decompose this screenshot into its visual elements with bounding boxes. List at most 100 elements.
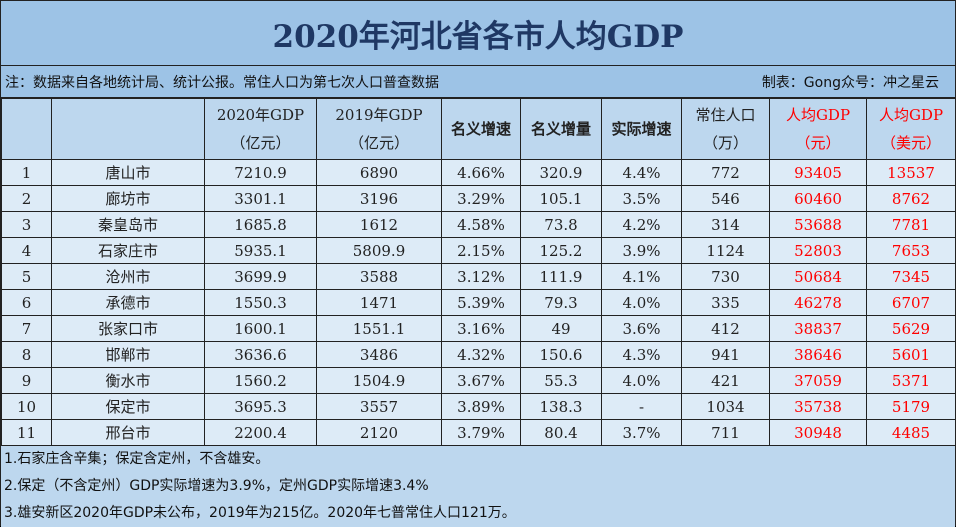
table-cell: 138.3 <box>520 393 602 420</box>
header-line: 人均GDP <box>785 106 851 124</box>
table-cell: 沧州市 <box>51 263 205 290</box>
table-cell: 1471 <box>316 289 442 316</box>
table-cell: 79.3 <box>520 289 602 316</box>
table-cell: 730 <box>681 263 770 290</box>
table-cell: 711 <box>681 419 770 446</box>
column-header: 人均GDP （元） <box>769 98 867 160</box>
table-cell: 4485 <box>866 419 956 446</box>
table-cell: 5371 <box>866 367 956 394</box>
table-cell: 3486 <box>316 341 442 368</box>
header-line: 常住人口 <box>695 106 756 124</box>
table-row: 5 沧州市 3699.9 3588 3.12% 111.9 4.1% 730 50684 7345 <box>1 263 956 290</box>
table-row: 4 石家庄市 5935.1 5809.9 2.15% 125.2 3.9% 1124 52803… <box>1 237 956 264</box>
table-cell: 50684 <box>769 263 867 290</box>
column-header <box>51 98 205 160</box>
table-cell: 55.3 <box>520 367 602 394</box>
table-cell: 7 <box>1 315 52 342</box>
table-cell: 2120 <box>316 419 442 446</box>
table-cell: 5935.1 <box>204 237 317 264</box>
table-cell: 38646 <box>769 341 867 368</box>
table-cell: 9 <box>1 367 52 394</box>
table-cell: 5.39% <box>441 289 521 316</box>
column-header: 2019年GDP （亿元） <box>316 98 442 160</box>
table-cell: 3.89% <box>441 393 521 420</box>
header-line: 名义增量 <box>530 120 591 138</box>
table-cell: 4 <box>1 237 52 264</box>
column-header <box>1 98 52 160</box>
table-cell: 1685.8 <box>204 211 317 238</box>
column-header: 名义增量 <box>520 98 602 160</box>
header-line: 2019年GDP <box>335 106 423 124</box>
table-cell: - <box>601 393 682 420</box>
table-cell: 37059 <box>769 367 867 394</box>
header-unit: （亿元） <box>348 134 409 152</box>
table-cell: 张家口市 <box>51 315 205 342</box>
table-cell: 2200.4 <box>204 419 317 446</box>
table-cell: 廊坊市 <box>51 185 205 212</box>
table-cell: 93405 <box>769 159 867 186</box>
footnote: 2.保定（不含定州）GDP实际增速为3.9%，定州GDP实际增速3.4% <box>4 478 429 494</box>
table-cell: 秦皇岛市 <box>51 211 205 238</box>
note-source: 注：数据来自各地统计局、统计公报。常住人口为第七次人口普查数据 <box>5 74 439 91</box>
table-cell: 125.2 <box>520 237 602 264</box>
table-row: 11 邢台市 2200.4 2120 3.79% 80.4 3.7% 711 30948 4485 <box>1 419 956 446</box>
source-note: 注：数据来自各地统计局、统计公报。常住人口为第七次人口普查数据 制表：Gong众… <box>1 66 955 98</box>
table-cell: 80.4 <box>520 419 602 446</box>
table-cell: 4.3% <box>601 341 682 368</box>
table-cell: 1600.1 <box>204 315 317 342</box>
column-header: 名义增速 <box>441 98 521 160</box>
header-line: 人均GDP <box>878 106 944 124</box>
table-cell: 7345 <box>866 263 956 290</box>
table-row: 2 廊坊市 3301.1 3196 3.29% 105.1 3.5% 546 60460 8762 <box>1 185 956 212</box>
table-cell: 11 <box>1 419 52 446</box>
table-cell: 保定市 <box>51 393 205 420</box>
table-cell: 6890 <box>316 159 442 186</box>
table-cell: 73.8 <box>520 211 602 238</box>
header-unit: （万） <box>702 134 748 152</box>
table-cell: 1 <box>1 159 52 186</box>
table-row: 3 秦皇岛市 1685.8 1612 4.58% 73.8 4.2% 314 53688 7781 <box>1 211 956 238</box>
table-cell: 7210.9 <box>204 159 317 186</box>
table-cell: 3588 <box>316 263 442 290</box>
table-cell: 8 <box>1 341 52 368</box>
header-unit: （美元） <box>880 134 941 152</box>
footnotes: 1.石家庄含辛集；保定含定州，不含雄安。 2.保定（不含定州）GDP实际增速为3… <box>1 446 955 527</box>
table-cell: 承德市 <box>51 289 205 316</box>
table-cell: 1034 <box>681 393 770 420</box>
header-line: 实际增速 <box>611 120 672 138</box>
table-cell: 4.32% <box>441 341 521 368</box>
data-table: 2020年GDP （亿元） 2019年GDP （亿元） 名义增速 名义增量 实际增速 常住人口… <box>1 98 956 446</box>
table-cell: 5179 <box>866 393 956 420</box>
table-cell: 4.58% <box>441 211 521 238</box>
table-cell: 石家庄市 <box>51 237 205 264</box>
table-row: 1 唐山市 7210.9 6890 4.66% 320.9 4.4% 772 93405 1353… <box>1 159 956 186</box>
table-cell: 1560.2 <box>204 367 317 394</box>
table-cell: 38837 <box>769 315 867 342</box>
table-row: 9 衡水市 1560.2 1504.9 3.67% 55.3 4.0% 421 37059 537… <box>1 367 956 394</box>
table-cell: 3.9% <box>601 237 682 264</box>
table-cell: 7781 <box>866 211 956 238</box>
table-cell: 7653 <box>866 237 956 264</box>
table-row: 7 张家口市 1600.1 1551.1 3.16% 49 3.6% 412 38837 5629 <box>1 315 956 342</box>
table-cell: 1612 <box>316 211 442 238</box>
table-cell: 35738 <box>769 393 867 420</box>
table-cell: 3.7% <box>601 419 682 446</box>
table-cell: 1550.3 <box>204 289 317 316</box>
table-cell: 49 <box>520 315 602 342</box>
table-cell: 3.5% <box>601 185 682 212</box>
table-cell: 3.16% <box>441 315 521 342</box>
header-unit: （亿元） <box>230 134 291 152</box>
header-row: 2020年GDP （亿元） 2019年GDP （亿元） 名义增速 名义增量 实际增速 常住人口… <box>1 98 956 160</box>
table-cell: 4.1% <box>601 263 682 290</box>
table-cell: 8762 <box>866 185 956 212</box>
table-cell: 4.0% <box>601 367 682 394</box>
table-cell: 320.9 <box>520 159 602 186</box>
table-cell: 941 <box>681 341 770 368</box>
table-cell: 5809.9 <box>316 237 442 264</box>
table-cell: 52803 <box>769 237 867 264</box>
table-cell: 4.66% <box>441 159 521 186</box>
table-cell: 1551.1 <box>316 315 442 342</box>
table-cell: 111.9 <box>520 263 602 290</box>
table-cell: 5629 <box>866 315 956 342</box>
table-cell: 3.29% <box>441 185 521 212</box>
